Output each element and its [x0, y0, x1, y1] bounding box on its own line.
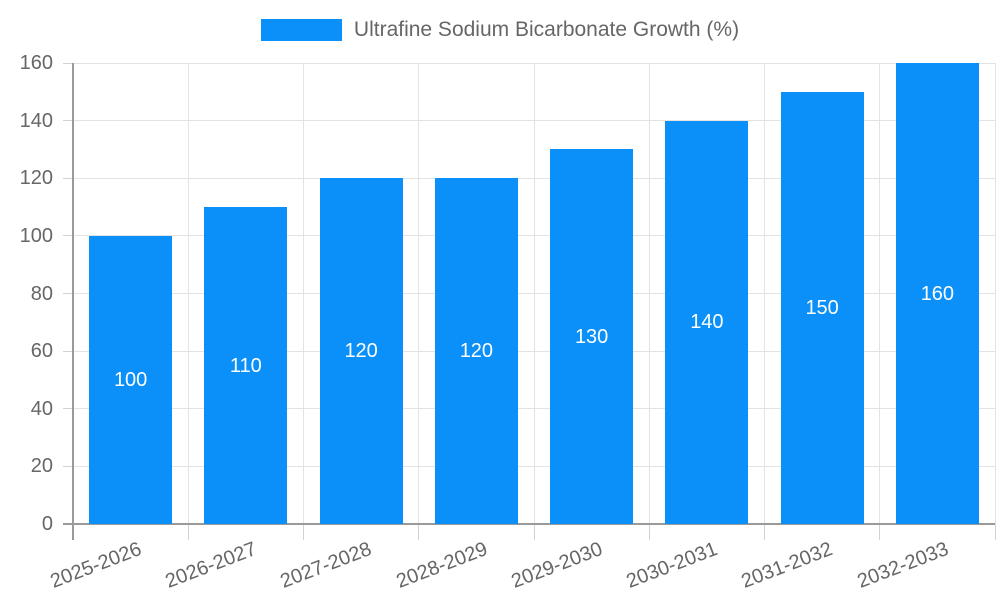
y-axis-tick-label: 140: [19, 109, 53, 132]
bar-value-label: 140: [690, 311, 724, 334]
y-axis-tick-label: 20: [30, 455, 53, 478]
y-axis-tick-label: 0: [41, 513, 53, 535]
y-tick-mark: [63, 177, 73, 179]
bar-2027-2028: 120: [319, 178, 403, 524]
x-gridline: [764, 63, 765, 524]
x-gridline: [994, 63, 996, 524]
x-axis-line: [63, 523, 995, 525]
bar-value-label: 160: [920, 282, 955, 305]
x-gridline: [303, 63, 304, 524]
bar-2026-2027: 110: [204, 207, 288, 524]
y-tick-mark: [63, 235, 73, 237]
x-tick-mark: [418, 524, 420, 540]
bar-2025-2026: 100: [89, 235, 173, 524]
x-gridline: [418, 63, 420, 524]
y-axis-line: [72, 63, 74, 540]
legend-swatch[interactable]: [260, 19, 342, 41]
y-axis-tick-label: 40: [30, 397, 53, 420]
chart-legend: Ultrafine Sodium Bicarbonate Growth (%): [0, 18, 1000, 42]
x-gridline: [187, 63, 189, 524]
y-tick-mark: [63, 408, 73, 410]
x-axis-tick-label: 2025-2026: [47, 538, 145, 593]
y-tick-mark: [63, 350, 73, 352]
bar-value-label: 110: [229, 354, 262, 377]
x-axis-tick-label: 2028-2029: [393, 538, 491, 593]
bar-2030-2031: 140: [665, 120, 749, 524]
bar-2028-2029: 120: [434, 178, 518, 524]
bar-2029-2030: 130: [550, 149, 634, 524]
x-gridline: [648, 63, 650, 524]
x-axis-tick-label: 2027-2028: [277, 538, 376, 593]
x-tick-mark: [879, 524, 881, 540]
x-tick-mark: [303, 524, 304, 540]
bar-value-label: 120: [459, 340, 494, 363]
bar-2031-2032: 150: [780, 91, 864, 524]
x-tick-mark: [994, 524, 996, 540]
x-tick-mark: [533, 524, 535, 540]
bar-value-label: 120: [344, 340, 378, 363]
y-axis-tick-label: 100: [19, 224, 53, 247]
x-tick-mark: [187, 524, 189, 540]
bar-value-label: 150: [805, 296, 839, 319]
y-tick-mark: [63, 465, 73, 467]
y-axis-tick-label: 60: [30, 340, 53, 363]
x-axis-tick-label: 2029-2030: [508, 538, 606, 593]
x-tick-mark: [648, 524, 650, 540]
x-axis-tick-label: 2026-2027: [162, 538, 260, 593]
y-axis-tick-label: 120: [19, 167, 53, 190]
y-axis-tick-label: 80: [30, 282, 53, 305]
x-axis-tick-label: 2031-2032: [738, 538, 837, 593]
y-tick-mark: [63, 62, 73, 64]
bar-value-label: 100: [113, 368, 148, 391]
bar-value-label: 130: [574, 325, 609, 348]
y-tick-mark: [63, 120, 73, 122]
legend-label[interactable]: Ultrafine Sodium Bicarbonate Growth (%): [353, 18, 740, 41]
x-axis-tick-label: 2032-2033: [854, 538, 952, 593]
bar-2032-2033: 160: [895, 63, 979, 524]
x-gridline: [533, 63, 535, 524]
x-axis-tick-label: 2030-2031: [623, 538, 721, 593]
x-tick-mark: [764, 524, 765, 540]
x-gridline: [879, 63, 881, 524]
y-tick-mark: [63, 293, 73, 294]
y-axis-tick-label: 160: [19, 52, 53, 74]
